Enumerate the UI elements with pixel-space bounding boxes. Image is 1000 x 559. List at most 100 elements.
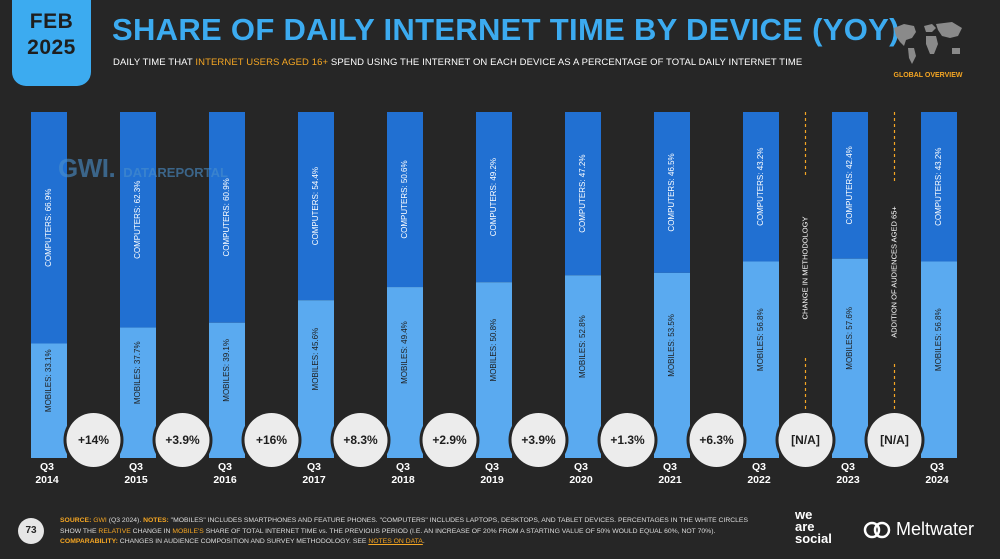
computers-bar [387,112,423,288]
mobiles-value-label: MOBILES: 50.8% [489,319,498,382]
yoy-circle [689,413,744,467]
computers-bar [654,112,690,273]
x-tick-label-year: 2019 [480,474,504,486]
mobiles-value-label: MOBILES: 57.6% [845,307,854,370]
x-tick-label-quarter: Q3 [841,461,855,473]
x-tick-label-quarter: Q3 [40,461,54,473]
mobiles-value-label: MOBILES: 49.4% [400,321,409,384]
computers-value-label: COMPUTERS: 43.2% [934,148,943,226]
source-text: (Q3 2024). [106,517,144,524]
notes-text-3: SHARE OF TOTAL INTERNET TIME vs. THE PRE… [203,527,716,535]
annotation-background [888,182,901,362]
computers-value-label: COMPUTERS: 54.4% [311,167,320,245]
x-tick-label-quarter: Q3 [752,461,766,473]
x-tick-label-year: 2021 [658,474,682,486]
meltwater-mark-icon [863,522,891,539]
mobiles-bar [31,343,67,458]
x-tick-label-quarter: Q3 [396,461,410,473]
mobiles-bar [209,322,245,458]
x-tick-label-year: 2023 [836,474,860,486]
computers-value-label: COMPUTERS: 46.5% [667,153,676,231]
datareportal-watermark: DATAREPORTAL [123,165,228,181]
mobiles-value-label: MOBILES: 53.5% [667,314,676,377]
subtitle-pre: DAILY TIME THAT [113,57,196,68]
yoy-circle [244,413,299,467]
yoy-change-label: +3.9% [165,433,200,447]
computers-bar [743,112,779,262]
watermark: GWI. DATAREPORTAL [58,153,228,184]
page-subtitle: DAILY TIME THAT INTERNET USERS AGED 16+ … [113,57,802,68]
yoy-change-label: +1.3% [610,433,645,447]
x-tick-label-quarter: Q3 [930,461,944,473]
yoy-circle [867,413,922,467]
yoy-change-label: [N/A] [880,433,909,447]
mobiles-bar [743,261,779,458]
map-label: GLOBAL OVERVIEW [893,72,963,79]
x-tick-label-year: 2017 [302,474,326,486]
mobiles-bar [298,300,334,458]
we-are-social-logo: we are social [795,508,832,546]
x-tick-label-quarter: Q3 [218,461,232,473]
x-tick-label-quarter: Q3 [307,461,321,473]
computers-value-label: COMPUTERS: 60.9% [222,178,231,256]
yoy-circle [778,413,833,467]
x-tick-label-year: 2014 [35,474,59,486]
computers-bar [298,112,334,301]
notes-text-2: CHANGE IN [130,527,173,535]
mobiles-value-label: MOBILES: 56.8% [934,308,943,371]
mobiles-value-label: MOBILES: 33.1% [44,349,53,412]
mobiles-value-label: MOBILES: 52.8% [578,315,587,378]
x-tick-label-year: 2020 [569,474,593,486]
date-badge: FEB 2025 [12,0,91,86]
yoy-circle [66,413,121,467]
mobiles-bar [654,272,690,458]
badge-month: FEB [29,10,74,33]
computers-bar [209,112,245,323]
computers-value-label: COMPUTERS: 49.2% [489,158,498,236]
computers-bar [921,112,957,262]
meltwater-logo: Meltwater [862,519,974,540]
subtitle-highlight: INTERNET USERS AGED 16+ [195,57,329,68]
yoy-change-label: +3.9% [521,433,556,447]
mobiles-bar [921,261,957,458]
computers-value-label: COMPUTERS: 43.2% [756,148,765,226]
mobiles-value-label: MOBILES: 45.6% [311,328,320,391]
yoy-change-label: +2.9% [432,433,467,447]
yoy-circle [155,413,210,467]
stacked-bar-chart: COMPUTERS: 66.9%MOBILES: 33.1%Q32014COMP… [31,112,957,486]
logo-word-social: social [795,531,832,546]
mobiles-bar [476,282,512,458]
comparability-text: CHANGES IN AUDIENCE COMPOSITION AND SURV… [117,538,369,545]
subtitle-post: SPEND USING THE INTERNET ON EACH DEVICE … [328,57,803,68]
notes-on-data-link[interactable]: NOTES ON DATA [368,538,423,545]
yoy-change-label: [N/A] [791,433,820,447]
mobiles-bar [120,327,156,458]
annotation-background [799,178,812,358]
computers-value-label: COMPUTERS: 62.3% [133,181,142,259]
yoy-circle [422,413,477,467]
computers-value-label: COMPUTERS: 50.6% [400,160,409,238]
comparability-label: COMPARABILITY: [60,538,118,545]
yoy-change-label: +8.3% [343,433,378,447]
gwi-watermark: GWI. [58,153,116,183]
methodology-annotation: CHANGE IN METHODOLOGY [800,217,809,320]
footer-notes: SOURCE: GWI (Q3 2024). NOTES: "MOBILES" … [60,516,760,548]
logo-word-are: are [795,519,815,534]
notes-text-1: "MOBILES" INCLUDES SMARTPHONES AND FEATU… [60,517,748,535]
yoy-change-label: +14% [78,433,109,447]
mobiles-bar [832,258,868,458]
notes-relative: RELATIVE [98,527,131,535]
page-number: 73 [18,518,44,544]
x-tick-label-quarter: Q3 [485,461,499,473]
x-tick-label-year: 2022 [747,474,771,486]
notes-label: NOTES: [143,517,169,524]
world-map-icon [894,22,962,64]
computers-bar [832,112,868,259]
computers-value-label: COMPUTERS: 47.2% [578,155,587,233]
source-gwi: GWI [93,517,107,524]
source-label: SOURCE: [60,517,92,524]
badge-year: 2025 [27,36,76,59]
x-tick-label-quarter: Q3 [574,461,588,473]
mobiles-value-label: MOBILES: 56.8% [756,308,765,371]
mobiles-value-label: MOBILES: 39.1% [222,339,231,402]
